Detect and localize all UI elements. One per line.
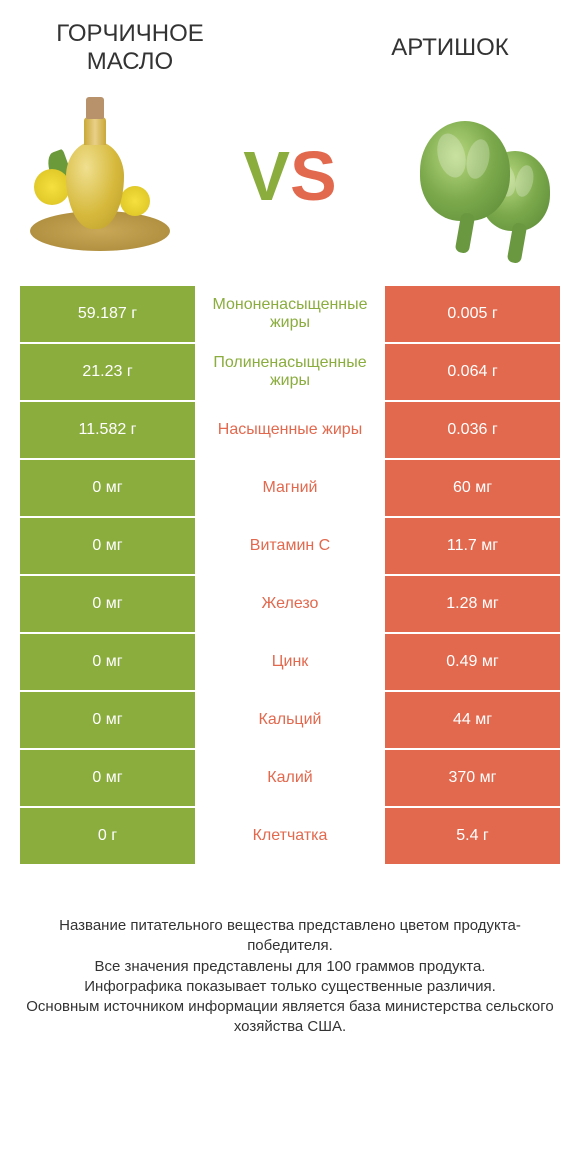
- header: ГОРЧИЧНОЕ МАСЛО АРТИШОК: [0, 0, 580, 86]
- table-row: 0 мгЦинк0.49 мг: [20, 634, 560, 690]
- footer-line: Инфографика показывает только существенн…: [20, 977, 560, 997]
- nutrient-label: Кальций: [195, 692, 385, 748]
- nutrient-label: Полиненасыщенные жиры: [195, 344, 385, 400]
- nutrient-label: Мононенасыщенные жиры: [195, 286, 385, 342]
- table-row: 11.582 гНасыщенные жиры0.036 г: [20, 402, 560, 458]
- left-product-title: ГОРЧИЧНОЕ МАСЛО: [30, 20, 230, 76]
- right-product-title: АРТИШОК: [350, 34, 550, 62]
- vs-s: S: [290, 137, 337, 215]
- table-row: 0 мгКальций44 мг: [20, 692, 560, 748]
- nutrient-label: Клетчатка: [195, 808, 385, 864]
- left-value: 0 мг: [20, 634, 195, 690]
- nutrient-label: Железо: [195, 576, 385, 632]
- nutrient-label: Магний: [195, 460, 385, 516]
- footer-notes: Название питательного вещества представл…: [0, 866, 580, 1038]
- right-value: 5.4 г: [385, 808, 560, 864]
- right-value: 370 мг: [385, 750, 560, 806]
- right-value: 0.49 мг: [385, 634, 560, 690]
- left-value: 0 мг: [20, 460, 195, 516]
- table-row: 0 мгВитамин C11.7 мг: [20, 518, 560, 574]
- table-row: 0 гКлетчатка5.4 г: [20, 808, 560, 864]
- left-value: 0 мг: [20, 576, 195, 632]
- vs-label: VS: [243, 141, 336, 211]
- left-value: 21.23 г: [20, 344, 195, 400]
- left-value: 59.187 г: [20, 286, 195, 342]
- left-value: 11.582 г: [20, 402, 195, 458]
- footer-line: Все значения представлены для 100 граммо…: [20, 957, 560, 977]
- right-value: 11.7 мг: [385, 518, 560, 574]
- nutrient-label: Насыщенные жиры: [195, 402, 385, 458]
- table-row: 59.187 гМононенасыщенные жиры0.005 г: [20, 286, 560, 342]
- table-row: 0 мгЖелезо1.28 мг: [20, 576, 560, 632]
- right-product-image: [390, 91, 560, 261]
- nutrient-label: Цинк: [195, 634, 385, 690]
- table-row: 0 мгКалий370 мг: [20, 750, 560, 806]
- nutrient-label: Калий: [195, 750, 385, 806]
- right-value: 1.28 мг: [385, 576, 560, 632]
- left-value: 0 мг: [20, 750, 195, 806]
- nutrient-label: Витамин C: [195, 518, 385, 574]
- comparison-table: 59.187 гМононенасыщенные жиры0.005 г21.2…: [0, 286, 580, 864]
- right-value: 0.036 г: [385, 402, 560, 458]
- footer-line: Основным источником информации является …: [20, 997, 560, 1038]
- left-value: 0 г: [20, 808, 195, 864]
- left-value: 0 мг: [20, 518, 195, 574]
- right-value: 60 мг: [385, 460, 560, 516]
- left-product-image: [20, 91, 190, 261]
- right-value: 0.005 г: [385, 286, 560, 342]
- right-value: 44 мг: [385, 692, 560, 748]
- table-row: 0 мгМагний60 мг: [20, 460, 560, 516]
- left-value: 0 мг: [20, 692, 195, 748]
- footer-line: Название питательного вещества представл…: [20, 916, 560, 957]
- vs-v: V: [243, 137, 290, 215]
- right-value: 0.064 г: [385, 344, 560, 400]
- images-row: VS: [0, 86, 580, 286]
- table-row: 21.23 гПолиненасыщенные жиры0.064 г: [20, 344, 560, 400]
